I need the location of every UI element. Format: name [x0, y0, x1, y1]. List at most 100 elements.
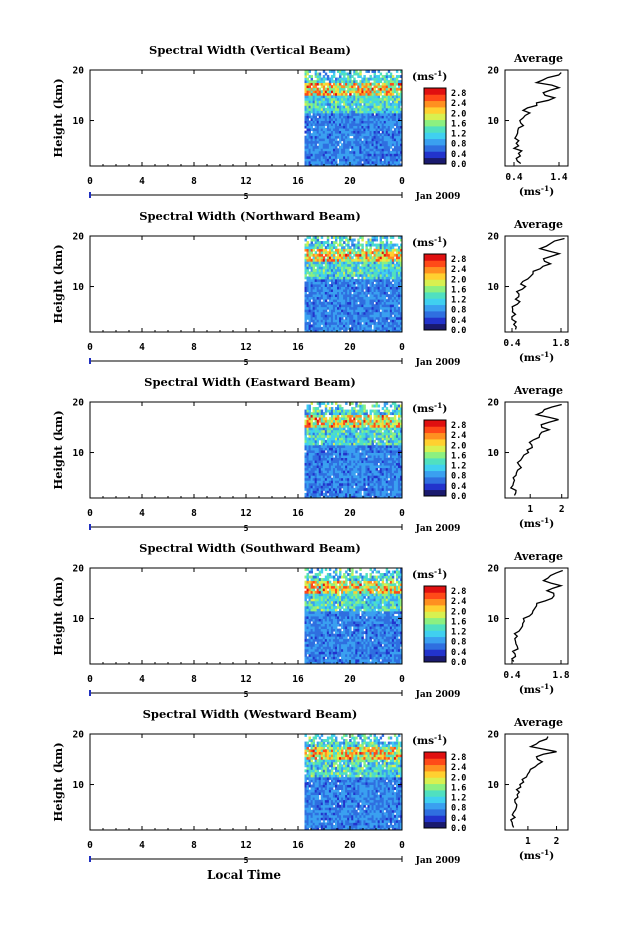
colorbar-segment [424, 285, 446, 293]
heatmap-cell [391, 112, 395, 116]
heatmap-cell [330, 107, 334, 111]
heatmap-cell [367, 273, 370, 277]
heatmap-cell [347, 268, 350, 272]
heatmap-cell [316, 273, 320, 277]
heatmap-cell [367, 314, 370, 318]
heatmap-cell [341, 128, 344, 132]
heatmap-cell [361, 143, 364, 147]
heatmap-cell [355, 444, 358, 448]
heatmap-cell [379, 145, 383, 149]
heatmap-cell [351, 266, 354, 270]
heatmap-cell [318, 424, 322, 428]
heatmap-cell [314, 261, 318, 265]
heatmap-cell [391, 452, 395, 456]
heatmap-cell [369, 77, 372, 81]
heatmap-cell [345, 462, 348, 466]
heatmap-cell [343, 148, 346, 152]
heatmap-cell [369, 130, 372, 134]
heatmap-cell [347, 457, 350, 461]
heatmap-cell [312, 120, 316, 124]
heatmap-cell [373, 135, 376, 139]
heatmap-cell [363, 495, 366, 499]
heatmap-cell [389, 309, 393, 313]
heatmap-cell [341, 450, 344, 453]
heatmap-cell [334, 248, 338, 252]
heatmap-cell [385, 105, 389, 109]
heatmap-cell [399, 299, 403, 303]
heatmap-cell [349, 105, 352, 109]
heatmap-cell [385, 273, 389, 277]
heatmap-cell [353, 487, 356, 491]
heatmap-cell [371, 304, 374, 308]
heatmap-cell [361, 324, 364, 328]
heatmap-cell [339, 281, 342, 285]
heatmap-cell [377, 143, 381, 147]
heatmap-cell [351, 85, 354, 89]
heatmap-cell [316, 306, 320, 310]
heatmap-cell [308, 482, 311, 486]
heatmap-cell [375, 77, 379, 81]
heatmap-cell [355, 492, 358, 496]
heatmap-cell [308, 424, 311, 428]
heatmap-cell [328, 455, 332, 458]
heatmap-cell [341, 467, 344, 471]
x-tick-label: 0 [399, 342, 405, 353]
heatmap-cell [377, 110, 381, 114]
heatmap-cell [341, 85, 344, 89]
heatmap-cell [373, 475, 376, 479]
heatmap-cell [375, 82, 379, 86]
heatmap-cell [383, 107, 387, 111]
heatmap-cell [371, 241, 374, 244]
heatmap-cell [337, 148, 340, 152]
heatmap-cell [367, 321, 370, 325]
heatmap-cell [393, 311, 397, 315]
heatmap-cell [381, 128, 385, 132]
heatmap-cell [357, 105, 360, 109]
heatmap-cell [375, 125, 379, 129]
heatmap-cell [328, 268, 332, 272]
heatmap-cell [391, 258, 395, 262]
heatmap-cell [314, 258, 318, 262]
heatmap-cell [363, 263, 366, 267]
heatmap-cell [345, 133, 348, 137]
heatmap-cell [379, 429, 383, 433]
heatmap-cell [379, 135, 383, 139]
heatmap-cell [341, 112, 344, 116]
heatmap-cell [359, 487, 362, 491]
heatmap-cell [373, 110, 376, 114]
heatmap-cell [312, 256, 316, 260]
heatmap-cell [345, 485, 348, 489]
heatmap-cell [399, 253, 403, 257]
heatmap-cell [363, 143, 366, 147]
heatmap-cell [373, 145, 376, 149]
heatmap-cell [365, 273, 368, 277]
heatmap-cell [316, 248, 320, 252]
heatmap-cell [353, 80, 356, 84]
heatmap-cell [365, 246, 368, 250]
heatmap-cell [316, 107, 320, 111]
heatmap-cell [381, 326, 385, 330]
heatmap-cell [359, 110, 362, 114]
heatmap-cell [393, 319, 397, 323]
heatmap-cell [377, 120, 381, 124]
heatmap-cell [377, 294, 381, 298]
heatmap-cell [320, 115, 324, 119]
heatmap-cell [397, 284, 401, 287]
heatmap-cell [385, 77, 389, 81]
heatmap-cell [399, 153, 403, 157]
heatmap-cell [377, 291, 381, 295]
heatmap-cell [337, 92, 340, 96]
heatmap-cell [310, 424, 314, 428]
heatmap-cell [308, 80, 311, 84]
colorbar-unit: (ms-1) [412, 235, 447, 249]
heatmap-cell [337, 294, 340, 298]
heatmap-cell [304, 465, 307, 469]
heatmap-cell [316, 145, 320, 149]
heatmap-cell [363, 465, 366, 469]
heatmap-cell [328, 87, 332, 91]
heatmap-cell [375, 427, 379, 431]
heatmap-cell [397, 326, 401, 330]
heatmap-cell [322, 150, 326, 154]
heatmap-cell [310, 120, 314, 124]
heatmap-cell [381, 120, 385, 124]
